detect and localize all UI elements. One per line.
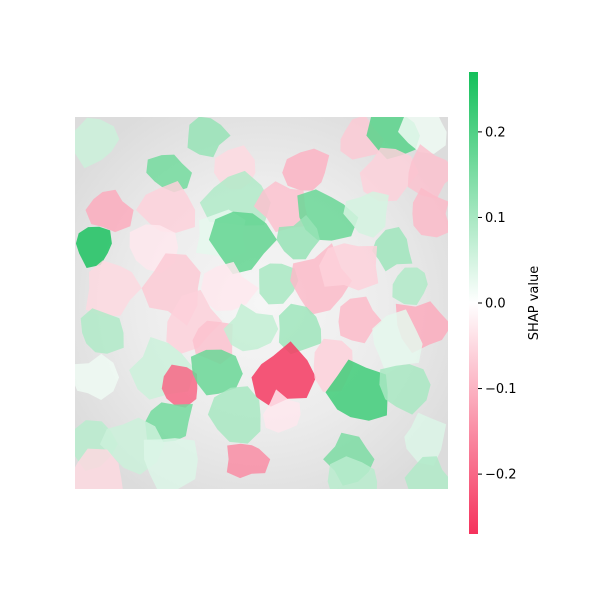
superpixel-31: [166, 289, 223, 354]
colorbar-tick-label-0: 0.2: [485, 125, 506, 140]
superpixel-38: [75, 353, 120, 400]
superpixel-48: [263, 389, 301, 433]
colorbar-tick-label-2: 0.0: [485, 297, 506, 312]
superpixel-0: [75, 117, 120, 169]
superpixel-30: [80, 308, 124, 354]
superpixel-44: [325, 359, 388, 421]
colorbar-tick-label-4: −0.2: [485, 468, 517, 483]
superpixel-9: [407, 144, 448, 199]
superpixel-4: [398, 117, 447, 154]
superpixel-1: [187, 117, 231, 158]
superpixel-15: [343, 191, 389, 238]
superpixel-20: [208, 211, 277, 275]
superpixel-22: [372, 227, 413, 272]
colorbar-label: SHAP value: [527, 266, 542, 340]
superpixel-12: [199, 170, 271, 226]
superpixel-35: [338, 296, 383, 344]
superpixel-5: [146, 154, 192, 193]
superpixel-51: [143, 438, 198, 489]
superpixel-16: [412, 187, 448, 238]
superpixel-37: [372, 309, 423, 375]
superpixel-57: [404, 456, 448, 489]
colorbar-tick-label-3: −0.1: [485, 382, 517, 397]
superpixel-17: [75, 226, 112, 268]
colorbar-tick-label-1: 0.1: [485, 211, 506, 226]
superpixel-45: [379, 364, 431, 415]
heatmap-area: [75, 117, 448, 489]
superpixel-10: [85, 189, 134, 233]
superpixel-55: [75, 448, 123, 489]
superpixel-56: [327, 456, 378, 489]
superpixel-28: [319, 243, 379, 291]
superpixel-layer: [75, 117, 448, 489]
superpixel-13: [253, 181, 310, 233]
superpixel-34: [278, 303, 322, 355]
superpixel-21: [276, 215, 320, 260]
superpixel-8: [359, 147, 419, 202]
superpixel-23: [85, 260, 142, 317]
superpixel-26: [259, 263, 299, 305]
superpixel-29: [392, 267, 428, 305]
superpixel-52: [226, 443, 271, 479]
colorbar-ticks: 0.2 0.1 0.0 −0.1 −0.2: [478, 125, 517, 483]
superpixel-42: [251, 341, 316, 407]
colorbar-gradient: [469, 72, 478, 534]
superpixel-41: [190, 349, 243, 396]
superpixel-54: [404, 412, 447, 466]
colorbar: 0.2 0.1 0.0 −0.1 −0.2 SHAP value: [469, 72, 542, 534]
superpixel-25: [201, 261, 259, 311]
superpixel-47: [207, 386, 261, 444]
superpixel-11: [136, 181, 196, 233]
superpixel-40: [161, 364, 198, 408]
superpixel-7: [282, 148, 330, 191]
superpixel-33: [223, 303, 279, 352]
